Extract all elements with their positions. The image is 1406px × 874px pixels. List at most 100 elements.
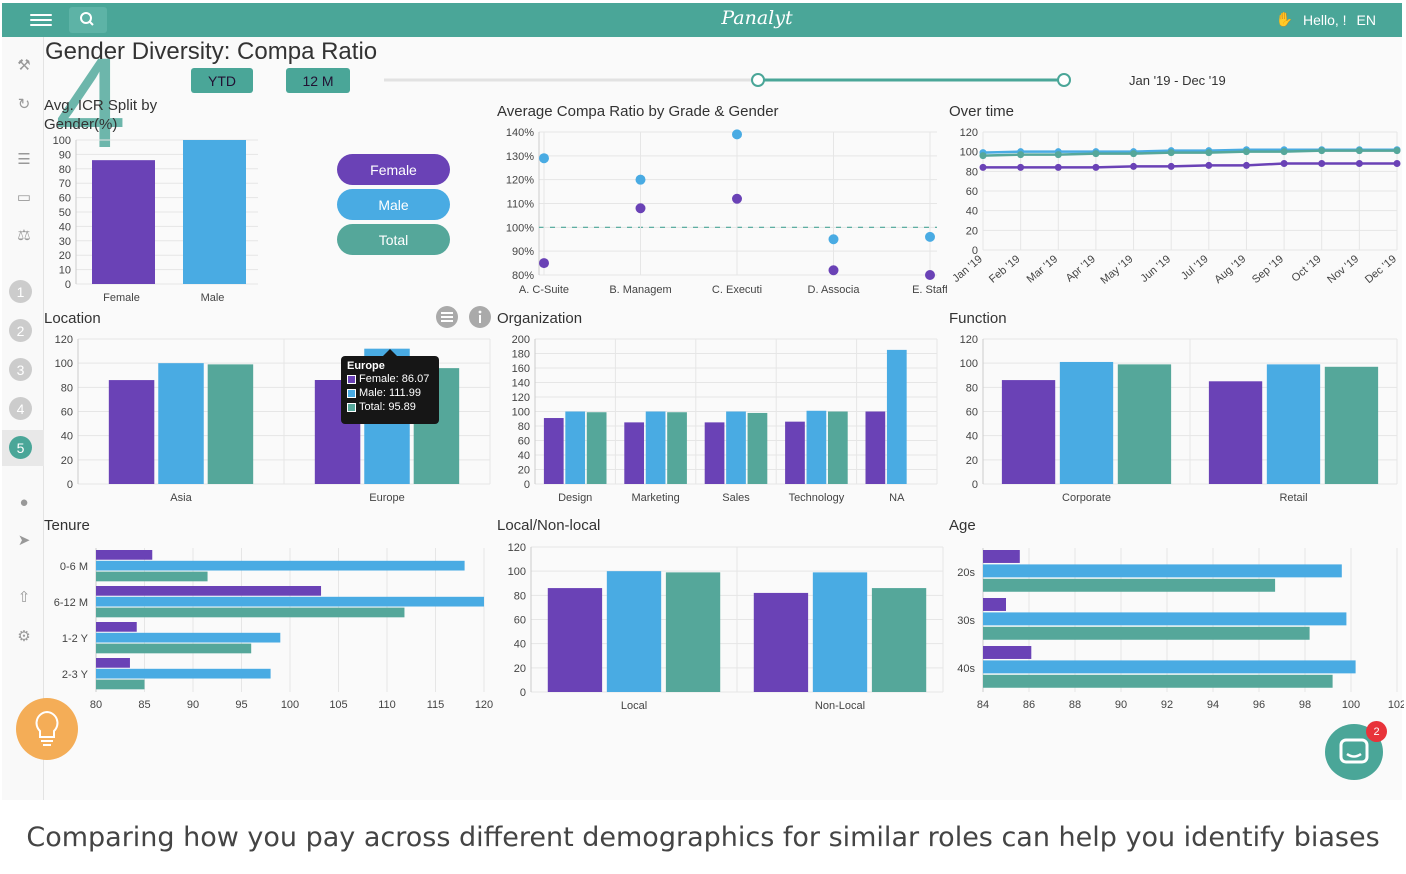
y-tick-label: 110% [507,199,535,211]
series-line [983,162,1397,169]
y-tick-label: 20 [966,225,978,237]
line-point [1167,162,1175,170]
stack-icon[interactable] [435,305,459,329]
bar [753,592,809,692]
organization-title: Organization [497,310,583,327]
bar [983,578,1276,592]
legend-female-button[interactable]: Female [337,154,450,185]
slider-start-handle[interactable] [751,73,765,87]
line-point [1242,161,1250,169]
step-number-watermark: 4 [55,32,127,175]
x-tick-label: 84 [977,699,989,711]
date-range-slider[interactable] [380,70,1080,90]
x-tick-label: Female [103,292,140,304]
step-3[interactable]: 3 [9,358,32,381]
organization-chart: 0 20 40 60 80 100 120 140 160 180 200 Design Marketi… [512,334,938,504]
slider-end-handle[interactable] [1057,73,1071,87]
x-tick-label: 98 [1299,699,1311,711]
y-tick-label: 60 [966,186,978,198]
x-tick-label: A. C-Suite [519,284,569,296]
y-tick-label: 90 [59,149,71,161]
bar [1324,366,1379,484]
bar [96,571,208,582]
y-tick-label: 80% [512,270,534,282]
local-nonlocal-chart: 0 20 40 60 80 100 120 Local Non-Local [508,542,944,712]
info-icon[interactable] [468,305,492,329]
step-2[interactable]: 2 [9,319,32,342]
function-title: Function [949,310,1007,327]
share-icon[interactable]: ⇧ [17,589,31,606]
y-tick-label: 20 [59,250,71,262]
x-tick-label: Aug '19 [1212,253,1248,286]
refresh-icon[interactable]: ↻ [17,96,31,113]
gear-icon[interactable]: ⚙ [17,628,31,645]
tooltip-male-swatch [347,388,356,398]
y-tick-label: 100 [508,566,526,578]
step-1[interactable]: 1 [9,280,32,303]
y-tick-label: 40 [61,431,73,443]
y-tick-label: 60 [59,193,71,205]
comment-icon[interactable]: ▭ [16,189,32,206]
ytd-button[interactable]: YTD [191,68,253,93]
line-point [1017,163,1025,171]
scatter-point [635,203,646,214]
hammer-icon[interactable]: ⚒ [17,57,31,74]
bar [827,411,848,484]
bar [96,607,405,618]
location-title: Location [44,310,101,327]
y-tick-label: 140 [512,378,530,390]
y-tick-label: 6-12 M [54,597,88,609]
x-tick-label: Jul '19 [1179,253,1211,282]
y-tick-label: 120 [960,334,978,346]
bar [1059,361,1114,484]
tooltip-female: Female: 86.07 [359,373,430,385]
line-point [1054,151,1062,159]
lightbulb-button[interactable] [16,698,78,760]
bar [983,612,1347,626]
search-button[interactable] [69,7,107,33]
language-selector[interactable]: EN [1356,11,1376,28]
bar [1266,364,1321,484]
scatter-point [828,265,839,276]
balance-scale-icon[interactable]: ⚖ [17,227,31,244]
scatter-point [539,153,549,164]
step-5[interactable]: 5 [9,436,32,459]
step-4[interactable]: 4 [9,397,32,420]
list-icon[interactable]: ☰ [17,151,31,168]
line-point [1393,147,1401,155]
bar [92,160,155,284]
x-tick-label: E. Staff [912,284,947,296]
brand-logo: Panalyt [721,7,793,29]
date-range-label: Jan '19 - Dec '19 [1129,73,1226,88]
bar [96,550,153,560]
x-tick-label: 90 [187,699,199,711]
x-tick-label: 80 [90,699,102,711]
y-tick-label: 0 [972,245,978,257]
scatter-point [732,129,742,140]
lightbulb-icon[interactable]: ● [19,493,29,511]
line-point [1054,163,1062,171]
hamburger-menu-icon[interactable] [30,11,52,29]
x-tick-label: Jan '19 [950,253,985,285]
x-tick-label: Local [621,700,647,712]
line-point [1393,159,1401,167]
bar [747,412,768,484]
bar [886,349,907,484]
bar [96,586,322,596]
y-tick-label: 50 [59,207,71,219]
bar [207,364,254,484]
bar [704,422,725,484]
y-tick-label: 0 [524,479,530,491]
x-tick-label: Nov '19 [1325,253,1361,286]
x-tick-label: Retail [1279,492,1307,504]
rocket-icon[interactable]: ➤ [17,532,31,549]
legend-male-button[interactable]: Male [337,189,450,220]
12m-button[interactable]: 12 M [286,68,350,93]
tooltip-female-swatch [347,374,356,384]
top-bar: Panalyt ✋ Hello, ! EN [2,3,1402,37]
line-point [1092,163,1100,171]
scatter-point [635,174,646,185]
function-chart: 0 20 40 60 80 100 120 Corporate Retail [960,334,1398,504]
legend-total-button[interactable]: Total [337,224,450,255]
y-tick-label: 100 [960,358,978,370]
